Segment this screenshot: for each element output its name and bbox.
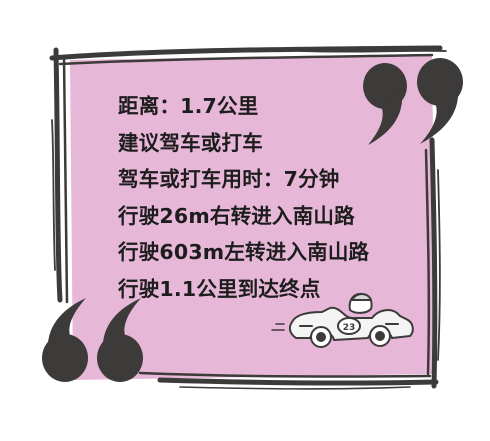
opening-quote-icon xyxy=(42,298,143,382)
car-stripe xyxy=(299,323,399,327)
driver-helmet xyxy=(351,293,372,301)
distance-line: 距离：1.7公里 xyxy=(118,94,259,118)
closing-quote-icon xyxy=(363,58,463,145)
car-hub-rear xyxy=(316,332,326,342)
step-line: 行驶26m右转进入南山路 xyxy=(118,203,355,228)
race-car-icon: 23 xyxy=(271,292,414,348)
duration-line: 驾车或打车用时：7分钟 xyxy=(118,167,340,191)
car-hub-front xyxy=(375,331,385,341)
car-door-number: 23 xyxy=(343,323,356,333)
car-motion-lines xyxy=(271,323,285,331)
car-door-roundel xyxy=(337,317,361,335)
pink-panel xyxy=(70,54,436,380)
route-text-block: 距离：1.7公里 建议驾车或打车 驾车或打车用时：7分钟 行驶26m右转进入南山… xyxy=(118,88,369,307)
arrival-line: 行驶1.1公里到达终点 xyxy=(118,276,321,301)
step-line: 行驶603m左转进入南山路 xyxy=(118,240,370,264)
suggestion-line: 建议驾车或打车 xyxy=(118,130,263,155)
frame-border xyxy=(49,45,447,390)
